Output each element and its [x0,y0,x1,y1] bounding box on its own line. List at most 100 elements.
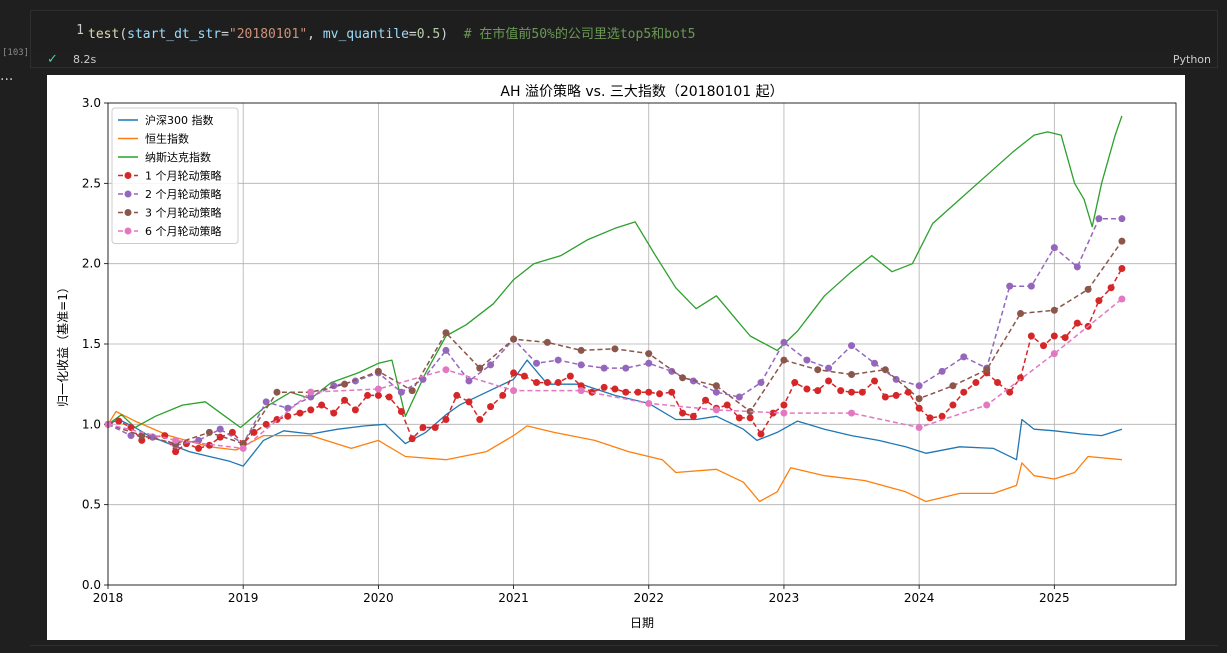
series-point-5 [679,374,687,382]
series-line-6 [107,298,1123,450]
series-point-3 [341,396,349,404]
series-point-6 [848,409,856,417]
series-point-3 [915,404,923,412]
series-point-4 [848,342,856,350]
series-point-5 [543,338,551,346]
code-line[interactable]: test(start_dt_str="20180101", mv_quantil… [88,27,696,42]
code-cell[interactable]: 1 test(start_dt_str="20180101", mv_quant… [30,10,1218,68]
y-tick-label: 3.0 [82,96,101,110]
series-point-3 [938,412,946,420]
x-axis-label: 日期 [630,616,654,630]
series-point-5 [712,382,720,390]
series-point-3 [577,382,585,390]
series-point-4 [284,404,292,412]
series-point-4 [351,377,359,385]
legend-marker-4 [124,190,132,198]
series-line-1 [107,410,1122,503]
series-point-4 [803,356,811,364]
series-point-3 [689,412,697,420]
x-tick-label: 2020 [363,591,394,605]
series-point-3 [746,414,754,422]
series-point-4 [871,359,879,367]
series-point-4 [419,375,427,383]
series-point-4 [1095,215,1103,223]
legend-label-2: 纳斯达克指数 [145,150,211,164]
series-point-4 [600,364,608,372]
series-point-3 [487,403,495,411]
legend-label-4: 2 个月轮动策略 [145,187,222,201]
series-point-3 [803,385,811,393]
series-point-4 [127,432,135,440]
series-point-4 [622,364,630,372]
series-point-4 [938,367,946,375]
series-point-4 [780,338,788,346]
execution-time: 8.2s [73,53,97,66]
series-point-4 [825,364,833,372]
series-point-3 [892,391,900,399]
legend-label-5: 3 个月轮动策略 [145,206,222,220]
series-point-5 [510,335,518,343]
series-point-6 [983,401,991,409]
series-point-3 [881,393,889,401]
series-point-5 [848,371,856,379]
series-point-4 [1006,282,1014,290]
series-point-5 [239,440,247,448]
series-point-3 [397,407,405,415]
series-point-6 [442,366,450,374]
series-point-4 [533,359,541,367]
series-point-3 [543,379,551,387]
series-point-3 [1017,374,1025,382]
series-point-4 [915,382,923,390]
chart-title: AH 溢价策略 vs. 三大指数（20180101 起） [500,83,783,100]
series-point-3 [858,388,866,396]
x-tick-label: 2018 [93,591,124,605]
series-point-3 [611,385,619,393]
series-point-3 [465,398,473,406]
series-point-5 [1017,309,1025,317]
series-point-3 [296,409,304,417]
series-point-5 [205,428,213,436]
series-point-4 [1050,244,1058,252]
series-point-3 [1095,297,1103,305]
series-point-6 [374,385,382,393]
series-point-3 [385,393,393,401]
series-point-5 [1084,285,1092,293]
x-tick-label: 2022 [633,591,664,605]
series-point-3 [972,379,980,387]
cell-status-bar: ✓ 8.2s Python [31,51,1217,69]
series-point-5 [442,329,450,337]
series-point-3 [926,414,934,422]
series-point-5 [476,364,484,372]
series-point-3 [848,388,856,396]
series-point-3 [668,388,676,396]
series-point-3 [825,377,833,385]
series-point-3 [318,401,326,409]
cell-output: 2018 2019 2020 2021 2022 2023 2024 2025 0.0 0.5 1.… [47,75,1185,640]
language-selector[interactable]: Python [1172,53,1211,66]
series-point-3 [228,428,236,436]
series-point-3 [250,428,258,436]
series-point-3 [127,424,135,432]
series-point-6 [577,387,585,395]
series-point-4 [442,346,450,354]
series-point-3 [1061,334,1069,342]
series-point-4 [195,436,203,444]
series-point-3 [622,388,630,396]
series-line-4 [107,217,1122,446]
series-point-6 [172,436,180,444]
series-point-3 [566,372,574,380]
execution-count: [103] [2,48,30,58]
series-point-4 [757,379,765,387]
y-axis-label: 归一化收益（基准=1） [56,281,70,407]
series-point-3 [757,430,765,438]
code-editor[interactable]: 1 test(start_dt_str="20180101", mv_quant… [31,11,1217,51]
y-tick-label: 0.5 [82,498,101,512]
series-point-4 [330,382,338,390]
more-actions-icon[interactable]: ··· [0,72,14,88]
series-point-3 [1118,264,1126,272]
series-point-3 [1107,284,1115,292]
series-point-3 [520,372,528,380]
series-point-5 [814,366,822,374]
series-point-3 [138,436,146,444]
series-point-3 [499,391,507,399]
